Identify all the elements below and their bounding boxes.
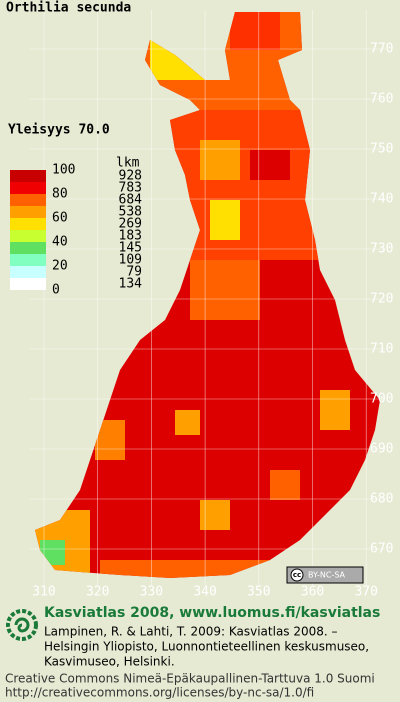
y-grid-label: 670 <box>370 542 393 557</box>
badge-box <box>286 566 364 584</box>
legend-scale-label: 20 <box>52 259 68 274</box>
legend-scale-label: 40 <box>52 235 68 250</box>
legend-scale-label: 100 <box>52 163 75 178</box>
legend-swatch <box>10 242 46 254</box>
legend-count: 183 <box>119 229 142 244</box>
legend-swatch <box>10 170 46 182</box>
legend-swatch <box>10 182 46 194</box>
legend-count: 134 <box>119 277 143 292</box>
x-grid-label: 330 <box>140 585 163 600</box>
footer: Lampinen, R. & Lahti, T. 2009: Kasviatla… <box>5 625 375 700</box>
badge-icon: cc <box>293 571 301 579</box>
y-grid-label: 770 <box>370 42 393 57</box>
legend-swatch <box>10 218 46 230</box>
legend-scale-label: 80 <box>52 187 68 202</box>
citation-line: Kasvimuseo, Helsinki. <box>44 655 175 669</box>
legend: 100 80 60 40 20 0 lkm9287836845382691831451097… <box>10 156 142 298</box>
legend-swatch <box>10 266 46 278</box>
badge-circle <box>290 568 304 582</box>
x-grid-label: 320 <box>86 585 109 600</box>
legend-scale-label: 0 <box>52 283 60 298</box>
legend-count: 928 <box>119 169 142 184</box>
x-grid-label: 360 <box>301 585 324 600</box>
citation-line: Lampinen, R. & Lahti, T. 2009: Kasviatla… <box>44 625 338 639</box>
license-line: Creative Commons Nimeä-Epäkaupallinen-Ta… <box>5 672 375 686</box>
legend-count: 269 <box>119 217 142 232</box>
y-grid-label: 710 <box>370 342 393 357</box>
legend-scale-label: 60 <box>52 211 68 226</box>
legend-swatch <box>10 206 46 218</box>
index-label: Yleisyys 70.0 <box>8 123 110 138</box>
y-grid-label: 720 <box>370 292 393 307</box>
x-grid-label: 340 <box>193 585 216 600</box>
legend-count: 684 <box>119 193 143 208</box>
cc-badge: cc BY-NC-SA <box>286 566 364 584</box>
legend-count: 145 <box>119 241 142 256</box>
x-grid-label: 370 <box>354 585 377 600</box>
grid: 310 320 330 340 350 360 370 770 760 750 740 730 720 7… <box>30 10 393 600</box>
y-grid-label: 700 <box>370 392 393 407</box>
legend-count: 79 <box>126 265 142 280</box>
legend-count: 538 <box>119 205 142 220</box>
finland-map <box>35 12 380 578</box>
citation-line: Helsingin Yliopisto, Luonnontieteellinen… <box>44 640 369 654</box>
license-line: http://creativecommons.org/licenses/by-n… <box>5 686 314 700</box>
legend-swatch <box>10 278 46 290</box>
y-grid-label: 750 <box>370 142 393 157</box>
x-grid-label: 350 <box>247 585 270 600</box>
y-grid-label: 760 <box>370 92 393 107</box>
y-grid-label: 680 <box>370 492 393 507</box>
badge-text: BY-NC-SA <box>308 571 346 580</box>
y-grid-label: 730 <box>370 242 393 257</box>
y-grid-label: 690 <box>370 442 393 457</box>
species-title: Orthilia secunda <box>6 1 131 16</box>
logo <box>6 609 38 641</box>
legend-header: lkm <box>116 156 140 171</box>
legend-swatch <box>10 254 46 266</box>
legend-swatch <box>10 194 46 206</box>
x-grid-label: 310 <box>32 585 55 600</box>
legend-count: 783 <box>119 181 142 196</box>
y-grid-label: 740 <box>370 192 393 207</box>
footer-heading: Kasviatlas 2008, www.luomus.fi/kasviatla… <box>44 605 380 621</box>
legend-swatch <box>10 230 46 242</box>
legend-count: 109 <box>119 253 142 268</box>
